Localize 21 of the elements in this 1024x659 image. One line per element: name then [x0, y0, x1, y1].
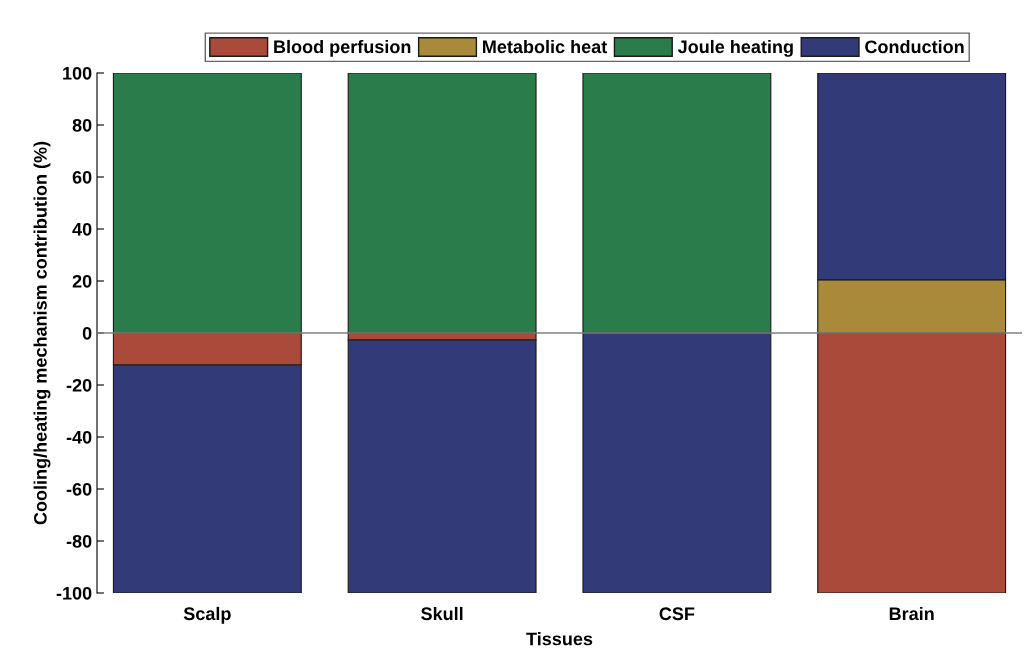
y-tick-label: 100 — [63, 66, 92, 80]
x-axis-title: Tissues — [526, 632, 593, 646]
y-tick-label: 60 — [72, 170, 92, 184]
legend-label: Conduction — [865, 39, 964, 54]
y-tick-label: 40 — [72, 222, 92, 236]
y-tick-label: 80 — [72, 118, 92, 132]
y-axis-title: Cooling/heating mechanism contribution (%) — [33, 141, 51, 525]
x-tick-label: Skull — [421, 606, 463, 621]
y-tick-label: -40 — [66, 430, 92, 444]
legend-label: Joule heating — [677, 39, 793, 57]
x-tick-label: CSF — [659, 607, 695, 621]
legend-label: Metabolic heat — [483, 39, 608, 54]
y-tick-label: -100 — [56, 586, 92, 600]
y-tick-label: -60 — [66, 482, 92, 496]
x-tick-label: Scalp — [183, 606, 231, 624]
legend-label: Blood perfusion — [274, 39, 411, 57]
x-tick-label: Brain — [889, 606, 934, 621]
y-tick-label: -80 — [66, 534, 92, 548]
y-tick-label: -20 — [66, 378, 92, 392]
y-tick-label: 0 — [82, 326, 92, 340]
y-tick-label: 20 — [72, 274, 92, 288]
